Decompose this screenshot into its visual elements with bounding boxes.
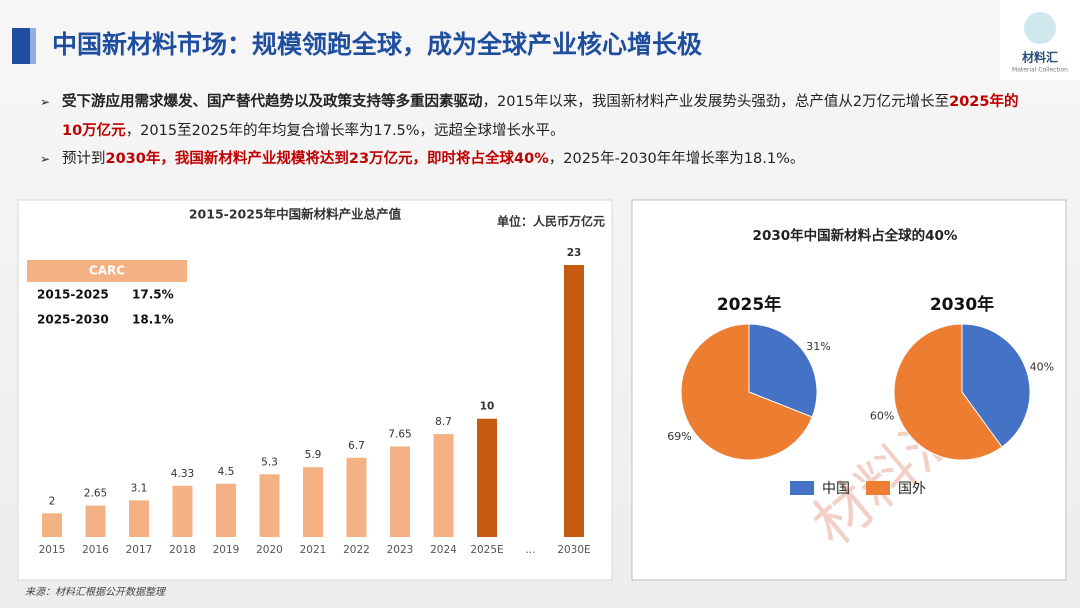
pie-label: 69% xyxy=(667,430,691,443)
header-marker xyxy=(12,28,30,64)
logo-name: 材料汇 xyxy=(1021,50,1058,65)
bar xyxy=(433,434,454,537)
x-tick-label: 2017 xyxy=(126,544,153,556)
x-tick-label: 2018 xyxy=(169,544,196,556)
value-label: 2 xyxy=(49,495,56,507)
pie-label: 60% xyxy=(870,410,894,423)
table-header: CARC xyxy=(89,264,125,278)
pie-title: 2030年 xyxy=(930,294,994,315)
x-tick-label: 2023 xyxy=(387,544,414,556)
bar xyxy=(216,483,236,537)
value-label: 6.7 xyxy=(348,440,365,452)
value-label: 10 xyxy=(480,401,495,413)
bar xyxy=(390,446,410,537)
bullet-text: ，2025年-2030年年增长率为18.1%。 xyxy=(548,151,805,167)
value-label: 3.1 xyxy=(131,482,148,494)
pie-label: 40% xyxy=(1030,360,1054,373)
x-tick-label: 2021 xyxy=(300,544,327,556)
bullet: 受下游应用需求爆发、国产替代趋势以及政策支持等多重因素驱动，2015年以来，我国… xyxy=(40,88,1030,145)
bullet-text: 预计到 xyxy=(62,151,106,167)
source: 来源：材料汇根据公开数据整理 xyxy=(25,586,167,598)
bar xyxy=(564,265,584,537)
chart-title: 2015-2025年中国新材料产业总产值 xyxy=(189,207,402,222)
bar xyxy=(303,467,323,537)
bar xyxy=(346,457,367,537)
unit-label: 单位：人民币万亿元 xyxy=(497,214,605,229)
bar xyxy=(42,513,62,537)
table-cell: 2025-2030 xyxy=(37,313,109,327)
value-label: 5.9 xyxy=(305,449,322,461)
bullet-text: 2030年，我国新材料产业规模将达到23万亿元，即时将占全球40% xyxy=(105,151,549,167)
pie-slice xyxy=(680,323,813,461)
bullet-text: 受下游应用需求爆发、国产替代趋势以及政策支持等多重因素驱动 xyxy=(62,94,483,110)
table-cell: 18.1% xyxy=(132,313,174,327)
bar xyxy=(85,505,106,537)
legend-label: 中国 xyxy=(822,481,850,497)
bullet-text: ，2015年以来，我国新材料产业发展势头强劲，总产值从2万亿元增长至 xyxy=(482,94,950,110)
x-tick-label: … xyxy=(525,544,536,556)
pie-title: 2025年 xyxy=(717,294,781,315)
table-header-bg xyxy=(27,260,187,282)
pie-slice xyxy=(893,323,1003,461)
x-tick-label: 2022 xyxy=(343,544,370,556)
bullet: 预计到2030年，我国新材料产业规模将达到23万亿元，即时将占全球40%，202… xyxy=(40,145,1030,174)
legend-swatch xyxy=(866,481,890,495)
x-tick-label: 2019 xyxy=(213,544,240,556)
logo-icon xyxy=(1024,12,1056,44)
header-marker xyxy=(30,28,36,64)
bullet-text: 2025年的10万亿元 xyxy=(62,94,1019,139)
logo-subtitle: Material Collection xyxy=(1012,67,1068,74)
value-label: 2.65 xyxy=(84,488,107,500)
value-label: 8.7 xyxy=(435,416,452,428)
pie-slice xyxy=(961,323,1031,448)
value-label: 23 xyxy=(567,247,582,259)
x-tick-label: 2025E xyxy=(470,544,503,556)
x-tick-label: 2020 xyxy=(256,544,283,556)
bullet-text: ，2015至2025年的年均复合增长率为17.5%，远超全球增长水平。 xyxy=(125,122,565,139)
legend-swatch xyxy=(790,481,814,495)
bar xyxy=(172,485,193,537)
bullets: 受下游应用需求爆发、国产替代趋势以及政策支持等多重因素驱动，2015年以来，我国… xyxy=(40,88,1030,174)
x-tick-label: 2015 xyxy=(39,544,66,556)
x-tick-label: 2030E xyxy=(557,544,590,556)
table-cell: 17.5% xyxy=(132,288,174,302)
legend-label: 国外 xyxy=(898,481,926,497)
pie-label: 31% xyxy=(806,340,830,353)
bar xyxy=(129,500,149,537)
value-label: 5.3 xyxy=(261,456,278,468)
pie-panel-title: 2030年中国新材料占全球的40% xyxy=(753,227,958,244)
value-label: 4.33 xyxy=(171,468,194,480)
table-cell: 2015-2025 xyxy=(37,288,109,302)
x-tick-label: 2016 xyxy=(82,544,109,556)
value-label: 7.65 xyxy=(388,429,411,441)
bar xyxy=(477,418,497,537)
slide-title: 中国新材料市场：规模领跑全球，成为全球产业核心增长极 xyxy=(52,30,702,59)
bar xyxy=(259,474,280,537)
x-tick-label: 2024 xyxy=(430,544,457,556)
value-label: 4.5 xyxy=(218,466,235,478)
pie-slice xyxy=(748,323,818,418)
